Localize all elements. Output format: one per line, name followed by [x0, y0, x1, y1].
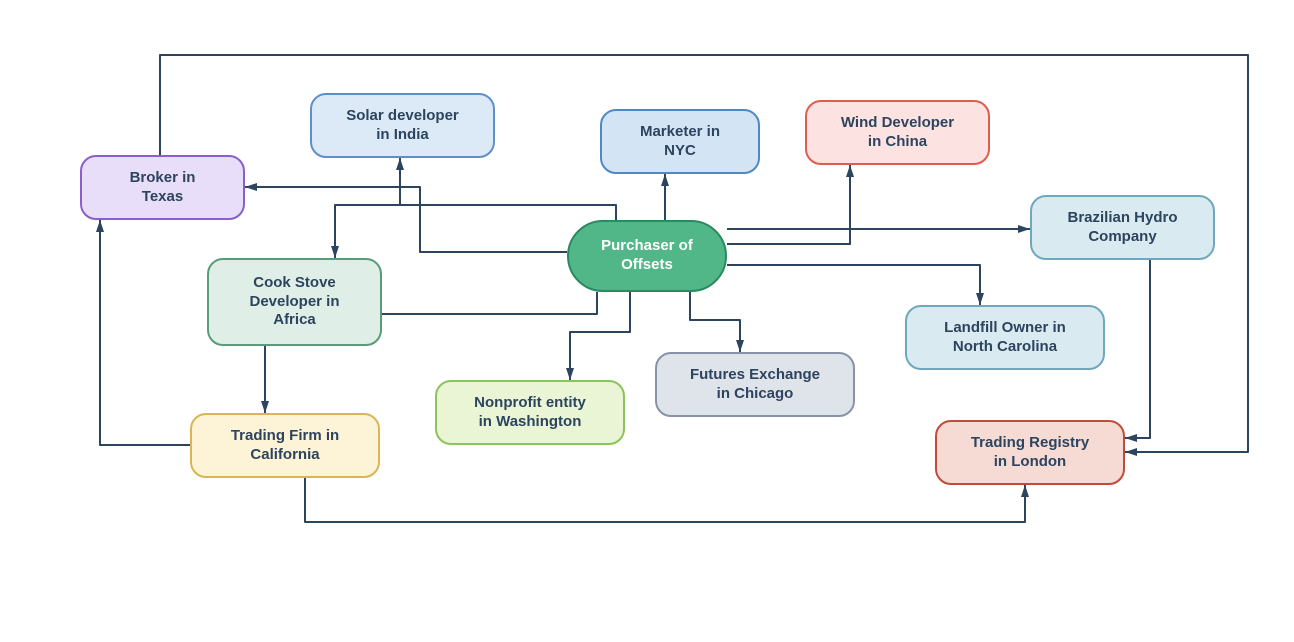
edge-purchaser-to-solar-and-cookstove	[396, 158, 616, 220]
node-purchaser: Purchaser ofOffsets	[567, 220, 727, 292]
node-solar: Solar developerin India	[310, 93, 495, 158]
edge-purchaser-to-hydro	[727, 225, 1030, 233]
node-marketer: Marketer inNYC	[600, 109, 760, 174]
node-label: Nonprofit entityin Washington	[474, 394, 586, 432]
node-label: Trading Firm inCalifornia	[231, 427, 339, 465]
node-label: Trading Registryin London	[971, 434, 1089, 472]
node-trading_ca: Trading Firm inCalifornia	[190, 413, 380, 478]
node-hydro: Brazilian HydroCompany	[1030, 195, 1215, 260]
node-trading_uk: Trading Registryin London	[935, 420, 1125, 485]
edge-purchaser-to-wind	[727, 165, 854, 244]
node-nonprofit: Nonprofit entityin Washington	[435, 380, 625, 445]
node-wind: Wind Developerin China	[805, 100, 990, 165]
node-cookstove: Cook StoveDeveloper inAfrica	[207, 258, 382, 346]
node-label: Landfill Owner inNorth Carolina	[944, 319, 1066, 357]
edge-hydro-to-trading-uk-right	[1125, 260, 1150, 442]
diagram-canvas: Purchaser ofOffsets Broker inTexas Solar d…	[0, 0, 1294, 642]
node-landfill: Landfill Owner inNorth Carolina	[905, 305, 1105, 370]
node-label: Wind Developerin China	[841, 114, 954, 152]
edge-purchaser-to-landfill	[727, 265, 984, 305]
edge-purchaser-to-broker	[245, 183, 567, 252]
edge-purchaser-to-solar-and-cookstove-branch	[331, 205, 400, 258]
edge-purchaser-to-futures	[690, 292, 744, 352]
node-label: Futures Exchangein Chicago	[690, 366, 820, 404]
edge-broker-bottom-to-trading-ca-left	[96, 220, 190, 445]
node-label: Brazilian HydroCompany	[1067, 209, 1177, 247]
node-label: Marketer inNYC	[640, 123, 720, 161]
node-label: Broker inTexas	[130, 169, 196, 207]
node-label: Cook StoveDeveloper inAfrica	[249, 274, 339, 330]
edge-purchaser-to-marketer	[661, 174, 669, 220]
node-broker: Broker inTexas	[80, 155, 245, 220]
edge-purchaser-to-nonprofit	[566, 292, 630, 380]
node-label: Purchaser ofOffsets	[601, 237, 693, 275]
node-futures: Futures Exchangein Chicago	[655, 352, 855, 417]
node-label: Solar developerin India	[346, 107, 459, 145]
edge-trading-ca-to-trading-uk-bottom	[305, 478, 1029, 522]
